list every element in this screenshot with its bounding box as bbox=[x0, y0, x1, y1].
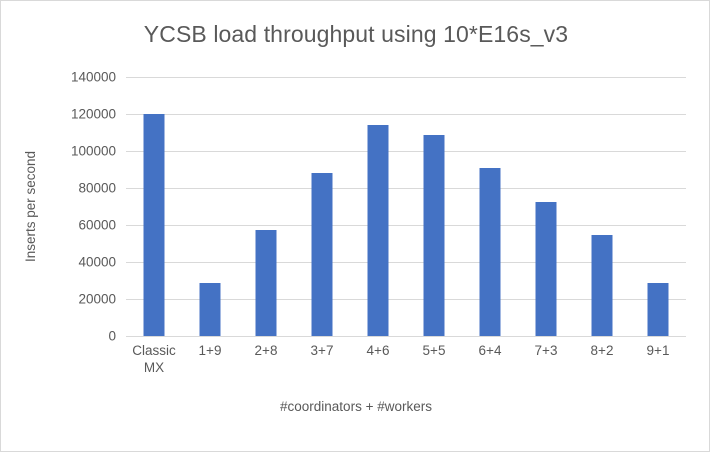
bar-slot bbox=[126, 77, 182, 336]
y-axis-tick-label: 20000 bbox=[78, 291, 116, 307]
x-axis-tick-label: 2+8 bbox=[238, 342, 294, 359]
gridline bbox=[126, 299, 686, 300]
bar-slot bbox=[630, 77, 686, 336]
x-axis-tick-label-line: 6+4 bbox=[478, 343, 502, 358]
y-axis-tick-label: 140000 bbox=[70, 69, 116, 85]
gridline bbox=[126, 225, 686, 226]
x-axis-title: #coordinators + #workers bbox=[280, 399, 432, 414]
bar[interactable] bbox=[423, 135, 445, 336]
bars-layer bbox=[126, 77, 686, 336]
x-axis-tick-label: 1+9 bbox=[182, 342, 238, 359]
y-axis-tick-label: 120000 bbox=[70, 106, 116, 122]
bar[interactable] bbox=[255, 229, 277, 336]
x-axis-tick-label-line: Classic bbox=[132, 343, 176, 358]
bar[interactable] bbox=[479, 167, 501, 336]
x-axis-tick-label-line: 4+6 bbox=[366, 343, 390, 358]
chart-title: YCSB load throughput using 10*E16s_v3 bbox=[143, 21, 569, 47]
x-axis-tick-label-line: 2+8 bbox=[254, 343, 278, 358]
y-axis-tick-label: 40000 bbox=[78, 254, 116, 270]
x-axis-tick-label-line: MX bbox=[143, 360, 165, 375]
x-axis-tick-label: 7+3 bbox=[518, 342, 574, 359]
x-axis-tick-label-line: 8+2 bbox=[590, 343, 614, 358]
x-axis-tick-label-line: 1+9 bbox=[198, 343, 222, 358]
bar-slot bbox=[182, 77, 238, 336]
x-axis-tick-label: 4+6 bbox=[350, 342, 406, 359]
bar[interactable] bbox=[591, 235, 613, 336]
y-axis-tick-labels: 0 20000 40000 60000 80000 100000 120000 140000 bbox=[24, 70, 116, 344]
x-axis-tick-label: 9+1 bbox=[630, 342, 686, 359]
y-axis-tick-label: 80000 bbox=[78, 180, 116, 196]
bar-slot bbox=[350, 77, 406, 336]
gridline bbox=[126, 188, 686, 189]
x-axis-tick-label-line: 9+1 bbox=[646, 343, 670, 358]
bar-slot bbox=[406, 77, 462, 336]
bar[interactable] bbox=[311, 173, 333, 336]
gridline bbox=[126, 114, 686, 115]
x-axis-tick-label: 3+7 bbox=[294, 342, 350, 359]
x-axis-tick-label: Classic MX bbox=[126, 342, 182, 376]
x-axis-tick-label: 6+4 bbox=[462, 342, 518, 359]
x-axis-tick-label: 5+5 bbox=[406, 342, 462, 359]
x-axis-tick-label-line: 5+5 bbox=[422, 343, 446, 358]
y-axis-tick-label: 100000 bbox=[70, 143, 116, 159]
bar[interactable] bbox=[199, 283, 221, 336]
y-axis-tick-label: 0 bbox=[108, 328, 116, 344]
x-axis-tick-label: 8+2 bbox=[574, 342, 630, 359]
x-axis-tick-labels: Classic MX 1+9 2+8 3+7 4+6 5+5 6+4 7+3 8+2 9+1 bbox=[126, 342, 686, 390]
bar[interactable] bbox=[535, 201, 557, 336]
bar-slot bbox=[462, 77, 518, 336]
x-axis-tick-label-line: 7+3 bbox=[534, 343, 558, 358]
bar-slot bbox=[518, 77, 574, 336]
bar-slot bbox=[574, 77, 630, 336]
gridline bbox=[126, 151, 686, 152]
bar[interactable] bbox=[647, 283, 669, 336]
gridline bbox=[126, 262, 686, 263]
y-axis-tick-label: 60000 bbox=[78, 217, 116, 233]
x-axis-line bbox=[126, 336, 686, 337]
bar[interactable] bbox=[143, 114, 165, 336]
bar-slot bbox=[294, 77, 350, 336]
gridline bbox=[126, 77, 686, 78]
x-axis-tick-label-line: 3+7 bbox=[310, 343, 334, 358]
bar-slot bbox=[238, 77, 294, 336]
bar[interactable] bbox=[367, 125, 389, 336]
